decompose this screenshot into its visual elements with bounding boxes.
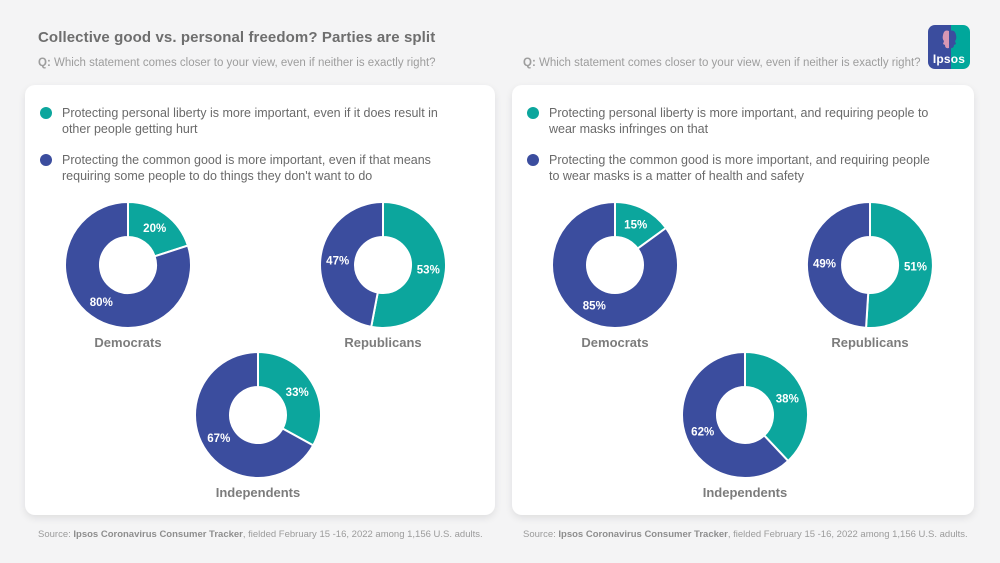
svg-text:67%: 67% xyxy=(207,433,230,445)
donut-chart: 51% 49% xyxy=(805,200,934,329)
ipsos-logo: Ipsos xyxy=(928,25,970,69)
svg-text:33%: 33% xyxy=(286,387,309,399)
svg-text:38%: 38% xyxy=(776,393,799,405)
question-text: Which statement comes closer to your vie… xyxy=(538,57,921,69)
source-tracker-name: Ipsos Coronavirus Consumer Tracker xyxy=(558,529,728,540)
source-rest: , fielded February 15 -16, 2022 among 1,… xyxy=(727,529,968,540)
panel-right: Protecting personal liberty is more impo… xyxy=(512,85,974,515)
question-prefix: Q: xyxy=(523,57,536,69)
page-title: Collective good vs. personal freedom? Pa… xyxy=(38,29,436,46)
donut-democrats: 15% 85% Democrats xyxy=(535,200,695,350)
donut-republicans: 53% 47% Republicans xyxy=(303,200,463,350)
svg-text:51%: 51% xyxy=(904,261,927,273)
donut-chart: 53% 47% xyxy=(319,200,448,329)
svg-text:80%: 80% xyxy=(90,297,113,309)
donut-independents: 33% 67% Independents xyxy=(178,350,338,500)
source-prefix: Source: xyxy=(523,529,559,540)
svg-text:20%: 20% xyxy=(143,223,166,235)
legend-right: Protecting personal liberty is more impo… xyxy=(527,105,947,198)
logo-wordmark: Ipsos xyxy=(932,52,966,66)
legend-dot-teal-icon xyxy=(527,107,539,119)
source-tracker-name: Ipsos Coronavirus Consumer Tracker xyxy=(73,529,243,540)
donut-chart: 33% 67% xyxy=(194,350,322,479)
svg-text:53%: 53% xyxy=(417,264,440,276)
legend-label: Protecting the common good is more impor… xyxy=(549,152,930,183)
panel-left: Protecting personal liberty is more impo… xyxy=(25,85,495,515)
svg-text:85%: 85% xyxy=(583,301,606,313)
legend-label: Protecting personal liberty is more impo… xyxy=(549,106,929,137)
legend-dot-blue-icon xyxy=(40,153,52,166)
legend-label: Protecting the common good is more impor… xyxy=(62,152,431,183)
donut-chart: 20% 80% xyxy=(64,200,193,329)
donut-republicans: 51% 49% Republicans xyxy=(790,200,950,350)
donut-chart: 15% 85% xyxy=(551,200,680,329)
legend-item-common-good: Protecting the common good is more impor… xyxy=(527,152,947,185)
legend-left: Protecting personal liberty is more impo… xyxy=(40,105,460,198)
legend-label: Protecting personal liberty is more impo… xyxy=(62,106,438,137)
source-note-left: Source: Ipsos Coronavirus Consumer Track… xyxy=(38,529,483,540)
svg-text:15%: 15% xyxy=(624,220,647,232)
svg-text:49%: 49% xyxy=(813,259,836,271)
donut-independents: 38% 62% Independents xyxy=(665,350,825,500)
svg-text:62%: 62% xyxy=(691,427,714,439)
donut-category-label: Republicans xyxy=(344,335,422,350)
source-prefix: Source: xyxy=(38,529,74,540)
question-right: Q: Which statement comes closer to your … xyxy=(523,57,921,69)
source-rest: , fielded February 15 -16, 2022 among 1,… xyxy=(242,529,483,540)
legend-item-personal-liberty: Protecting personal liberty is more impo… xyxy=(40,105,460,138)
donut-category-label: Democrats xyxy=(94,335,162,350)
legend-item-personal-liberty: Protecting personal liberty is more impo… xyxy=(527,105,947,138)
donut-category-label: Republicans xyxy=(831,335,909,350)
donut-category-label: Independents xyxy=(702,485,788,500)
legend-dot-blue-icon xyxy=(527,153,539,166)
face-silhouette-icon xyxy=(942,30,957,49)
legend-dot-teal-icon xyxy=(40,107,52,119)
question-text: Which statement comes closer to your vie… xyxy=(53,57,436,69)
donut-category-label: Independents xyxy=(215,485,301,500)
source-note-right: Source: Ipsos Coronavirus Consumer Track… xyxy=(523,529,968,540)
legend-item-common-good: Protecting the common good is more impor… xyxy=(40,152,460,185)
donut-category-label: Democrats xyxy=(581,335,649,350)
donut-democrats: 20% 80% Democrats xyxy=(48,200,208,350)
donut-chart: 38% 62% xyxy=(681,350,810,479)
question-left: Q: Which statement comes closer to your … xyxy=(38,57,436,69)
question-prefix: Q: xyxy=(38,57,51,69)
svg-text:47%: 47% xyxy=(326,256,349,268)
